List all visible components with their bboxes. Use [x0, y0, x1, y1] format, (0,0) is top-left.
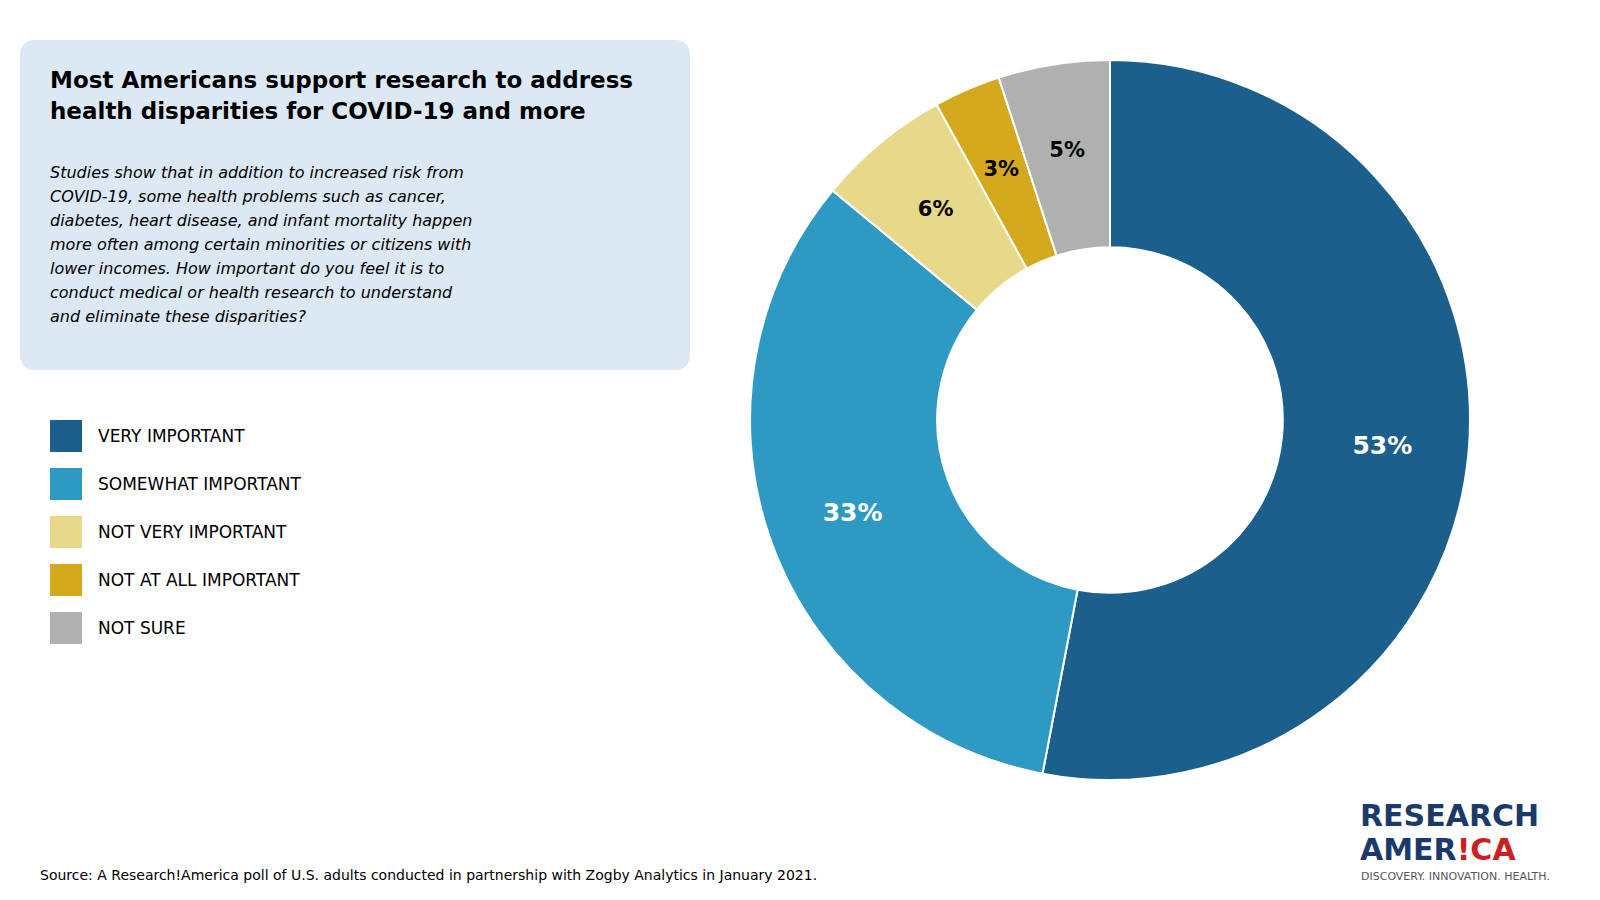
legend: VERY IMPORTANT SOMEWHAT IMPORTANT NOT VERY…	[50, 420, 302, 644]
logo-research: RESEARCH	[1360, 798, 1539, 833]
donut-slice	[750, 191, 1078, 774]
donut	[750, 60, 1470, 780]
logo-america: AMER!CA	[1360, 832, 1516, 867]
logo-part: !	[1457, 832, 1471, 867]
subtitle: Studies show that in addition to increas…	[50, 163, 472, 326]
title: Most Americans support research to addre…	[50, 67, 633, 124]
data-label: 3%	[984, 157, 1020, 181]
legend-label: NOT VERY IMPORTANT	[98, 522, 287, 542]
legend-label: VERY IMPORTANT	[98, 426, 245, 446]
source: Source: A Research!America poll of U.S. …	[40, 867, 817, 883]
legend-label: SOMEWHAT IMPORTANT	[98, 474, 302, 494]
legend-swatch	[50, 468, 82, 500]
legend-swatch	[50, 516, 82, 548]
logo-part: AMER	[1360, 832, 1457, 867]
data-label: 53%	[1352, 431, 1412, 460]
data-label: 5%	[1049, 138, 1085, 162]
background	[0, 0, 1600, 900]
logo-part: CA	[1470, 832, 1516, 867]
legend-label: NOT AT ALL IMPORTANT	[98, 570, 300, 590]
legend-swatch	[50, 420, 82, 452]
callout-box	[20, 40, 690, 370]
data-labels: 53% 33% 6% 3% 5%	[823, 138, 1413, 527]
legend-swatch	[50, 564, 82, 596]
data-label: 33%	[823, 498, 883, 527]
logo-tagline: DISCOVERY. INNOVATION. HEALTH.	[1361, 870, 1550, 883]
chart: Most Americans support research to addre…	[0, 0, 1600, 900]
legend-swatch	[50, 612, 82, 644]
data-label: 6%	[918, 197, 954, 221]
legend-label: NOT SURE	[98, 618, 186, 638]
